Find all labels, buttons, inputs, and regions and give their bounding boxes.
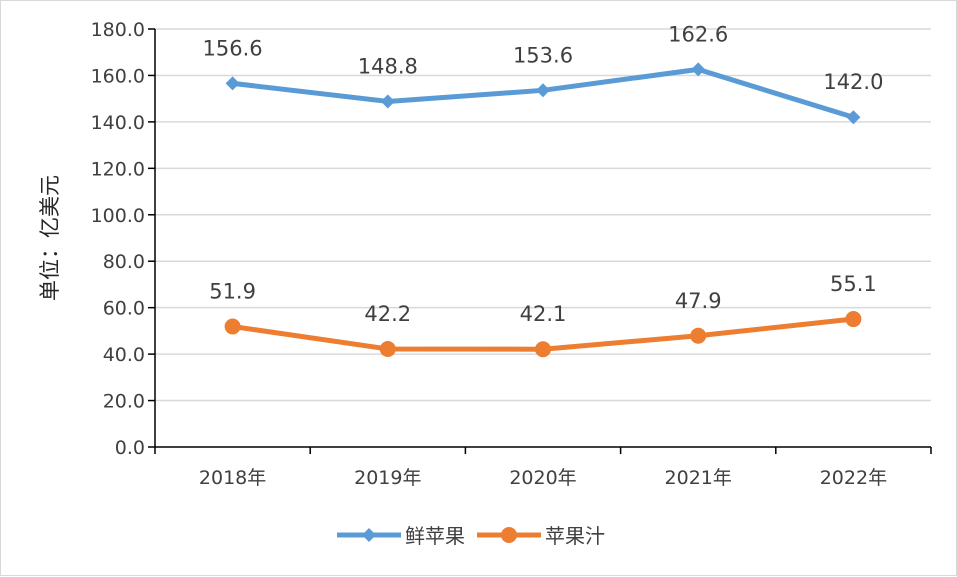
x-tick-label: 2021年 [665,467,732,489]
gridlines [155,28,931,402]
y-tick-label: 0.0 [115,437,145,459]
data-label: 153.6 [513,43,573,67]
data-point-marker [845,311,862,328]
legend-marker [362,528,376,542]
data-label: 162.6 [668,22,728,46]
y-tick-label: 80.0 [103,251,145,273]
data-point-marker [224,318,241,335]
data-label: 156.6 [203,36,263,60]
legend-label: 苹果汁 [545,524,605,548]
x-tick-label: 2022年 [820,467,887,489]
data-label: 55.1 [830,272,877,296]
data-label: 51.9 [209,279,256,303]
series-layer: 156.6 148.8 153.6 162.6 142.0 51.9 42.2 42.1 47.… [203,22,883,358]
data-point-marker [846,110,861,125]
x-tick-label: 2020年 [509,467,576,489]
legend: 鲜苹果 苹果汁 [337,524,605,548]
legend-label: 鲜苹果 [405,524,465,548]
data-label: 42.2 [364,302,411,326]
y-tick-label: 60.0 [103,298,145,320]
data-label: 148.8 [358,54,418,78]
x-tick-label: 2019年 [354,467,421,489]
y-tick-label: 40.0 [103,344,145,366]
data-point-marker [690,327,707,344]
data-point-marker [691,62,706,77]
data-point-marker [380,94,395,109]
y-tick-label: 20.0 [103,391,145,413]
y-axis-title: 单位：亿美元 [38,175,62,301]
y-tick-label: 160.0 [91,65,145,87]
y-tick-label: 180.0 [91,19,145,41]
series-1: 156.6 148.8 153.6 162.6 142.0 [203,22,883,125]
y-tick-label: 100.0 [91,205,145,227]
legend-marker [501,527,517,543]
data-label: 142.0 [823,70,883,94]
y-tick-label: 140.0 [91,112,145,134]
series-2: 51.9 42.2 42.1 47.9 55.1 [209,272,877,358]
axes: 0.0 20.0 40.0 60.0 80.0 100.0 120.0 140.0 160.0 1… [91,19,932,489]
x-tick-label: 2018年 [199,467,266,489]
legend-item: 鲜苹果 [337,524,465,548]
data-point-marker [379,341,396,358]
data-point-marker [225,76,240,91]
data-point-marker [535,341,551,358]
legend-item: 苹果汁 [477,524,605,548]
data-point-marker [536,83,550,98]
data-label: 42.1 [520,302,567,326]
y-tick-label: 120.0 [91,158,145,180]
data-label: 47.9 [675,289,722,313]
